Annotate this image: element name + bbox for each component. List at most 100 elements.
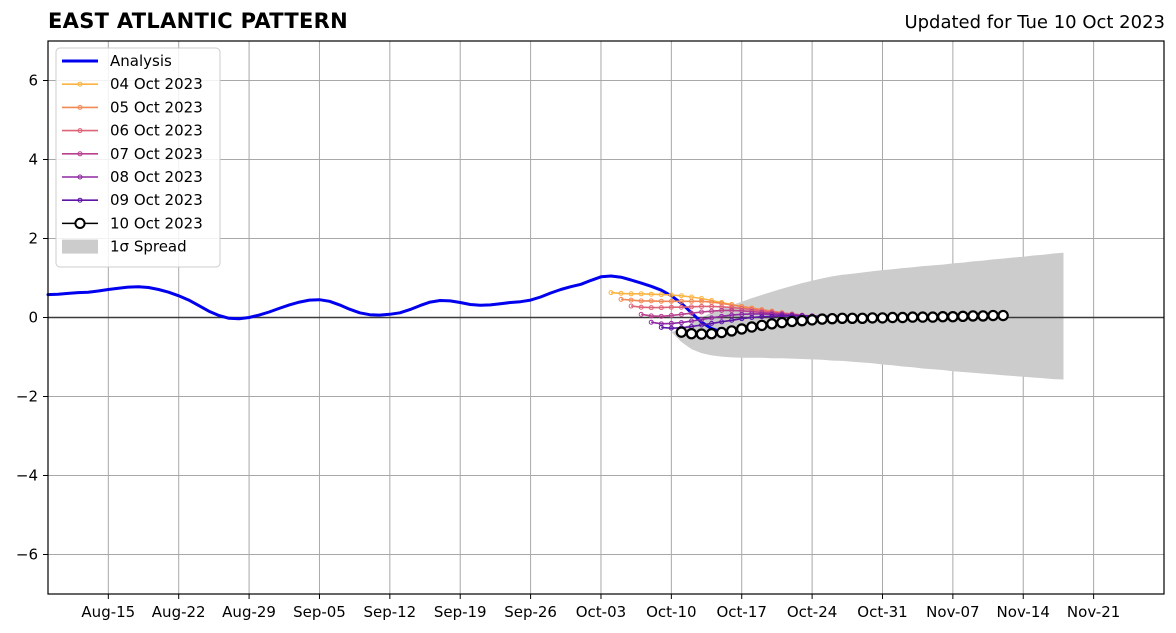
current-point bbox=[967, 310, 979, 322]
forecast-point bbox=[699, 309, 705, 315]
current-point bbox=[987, 309, 999, 322]
forecast-point bbox=[709, 308, 715, 314]
forecast-point bbox=[709, 303, 715, 309]
forecast-point bbox=[709, 320, 715, 326]
forecast-point bbox=[688, 318, 694, 324]
current-point bbox=[725, 325, 738, 337]
forecast-point bbox=[658, 305, 664, 311]
forecast-point bbox=[729, 317, 735, 323]
forecast-point bbox=[648, 305, 654, 311]
chart-subtitle: Updated for Tue 10 Oct 2023 bbox=[904, 12, 1165, 33]
current-point bbox=[836, 312, 848, 324]
legend-item: 08 Oct 2023 bbox=[62, 168, 203, 186]
current-point bbox=[997, 309, 1009, 322]
current-point bbox=[876, 312, 889, 324]
x-tick-label: Sep-19 bbox=[434, 603, 487, 621]
forecast-point bbox=[699, 298, 705, 304]
forecast-point bbox=[668, 325, 674, 331]
legend-marker bbox=[77, 174, 83, 180]
forecast-point bbox=[648, 313, 654, 319]
forecast-point bbox=[648, 298, 654, 304]
legend-marker bbox=[77, 81, 83, 87]
x-tick-label: Aug-15 bbox=[81, 603, 135, 621]
current-point bbox=[906, 311, 919, 323]
forecast-point bbox=[658, 324, 664, 330]
forecast-point bbox=[668, 313, 674, 319]
legend-swatch bbox=[62, 239, 98, 254]
legend-marker bbox=[77, 151, 83, 157]
legend-item: 1σ Spread bbox=[62, 238, 187, 256]
forecast-point bbox=[719, 313, 725, 319]
analysis-line bbox=[46, 274, 724, 334]
current-point bbox=[937, 311, 949, 323]
current-point bbox=[846, 312, 859, 324]
current-point bbox=[886, 311, 899, 324]
current-point bbox=[675, 326, 688, 338]
forecast-point bbox=[719, 307, 725, 313]
legend-box bbox=[55, 47, 221, 268]
current-point bbox=[826, 312, 838, 325]
legend-label: 1σ Spread bbox=[110, 238, 187, 256]
forecast-point bbox=[688, 298, 694, 304]
forecast-point bbox=[638, 291, 644, 297]
y-tick-label: −2 bbox=[16, 388, 38, 406]
current-point bbox=[796, 314, 808, 327]
x-tick-label: Aug-29 bbox=[222, 603, 276, 621]
y-tick-label: 0 bbox=[28, 309, 38, 327]
y-axis: −6 −4 −2 0 2 4 6 bbox=[16, 72, 48, 564]
legend-item: 05 Oct 2023 bbox=[62, 98, 203, 116]
x-tick-label: Oct-03 bbox=[576, 603, 626, 621]
y-tick-label: −4 bbox=[16, 467, 38, 485]
legend-label: 06 Oct 2023 bbox=[110, 122, 203, 140]
legend: Analysis 04 Oct 2023 05 Oct 2023 06 Oct 202… bbox=[55, 47, 221, 268]
legend-item: 07 Oct 2023 bbox=[62, 145, 203, 163]
x-axis: Aug-15 Aug-22 Aug-29 Sep-05 Sep-12 Sep-19 Sep-… bbox=[81, 594, 1120, 621]
forecast-point bbox=[668, 298, 674, 304]
forecast-point bbox=[658, 313, 664, 319]
forecast-point bbox=[688, 304, 694, 310]
current-point bbox=[756, 319, 768, 332]
forecast-point bbox=[729, 312, 735, 318]
y-tick-label: 4 bbox=[28, 151, 38, 169]
current-point bbox=[746, 321, 758, 333]
current-point bbox=[816, 313, 828, 325]
forecast-point bbox=[749, 315, 755, 320]
legend-item: 06 Oct 2023 bbox=[62, 122, 203, 140]
legend-item: 10 Oct 2023 bbox=[62, 214, 203, 232]
forecast-point bbox=[638, 298, 644, 304]
forecast-point bbox=[678, 293, 684, 299]
legend-item: 09 Oct 2023 bbox=[62, 191, 203, 209]
forecast-point bbox=[628, 291, 634, 297]
current-point bbox=[705, 327, 718, 340]
current-point bbox=[776, 316, 788, 329]
forecast-point bbox=[668, 320, 674, 326]
x-tick-label: Nov-14 bbox=[997, 603, 1050, 621]
current-point bbox=[715, 326, 728, 339]
forecast-point bbox=[658, 292, 664, 298]
forecast-point bbox=[699, 322, 705, 328]
x-tick-label: Sep-26 bbox=[504, 603, 557, 621]
forecast-point bbox=[668, 304, 674, 310]
current-point bbox=[695, 328, 708, 340]
current-point bbox=[947, 311, 959, 323]
x-tick-label: Aug-22 bbox=[152, 603, 206, 621]
current-point bbox=[685, 327, 698, 340]
current-point bbox=[856, 312, 869, 324]
forecast-point bbox=[729, 307, 735, 313]
forecast-point bbox=[608, 290, 614, 296]
current-forecast-series bbox=[675, 309, 1009, 340]
y-tick-label: 2 bbox=[28, 230, 38, 248]
forecast-point bbox=[678, 304, 684, 310]
legend-item: 04 Oct 2023 bbox=[62, 75, 203, 93]
forecast-point bbox=[618, 296, 624, 302]
current-point bbox=[766, 318, 778, 330]
current-point bbox=[917, 311, 929, 323]
forecast-point bbox=[678, 320, 684, 326]
current-point bbox=[977, 310, 989, 322]
x-tick-label: Oct-17 bbox=[717, 603, 767, 621]
forecast-point bbox=[759, 314, 765, 320]
forecast-point bbox=[638, 304, 644, 310]
current-point bbox=[927, 311, 939, 323]
forecast-point bbox=[648, 291, 654, 297]
